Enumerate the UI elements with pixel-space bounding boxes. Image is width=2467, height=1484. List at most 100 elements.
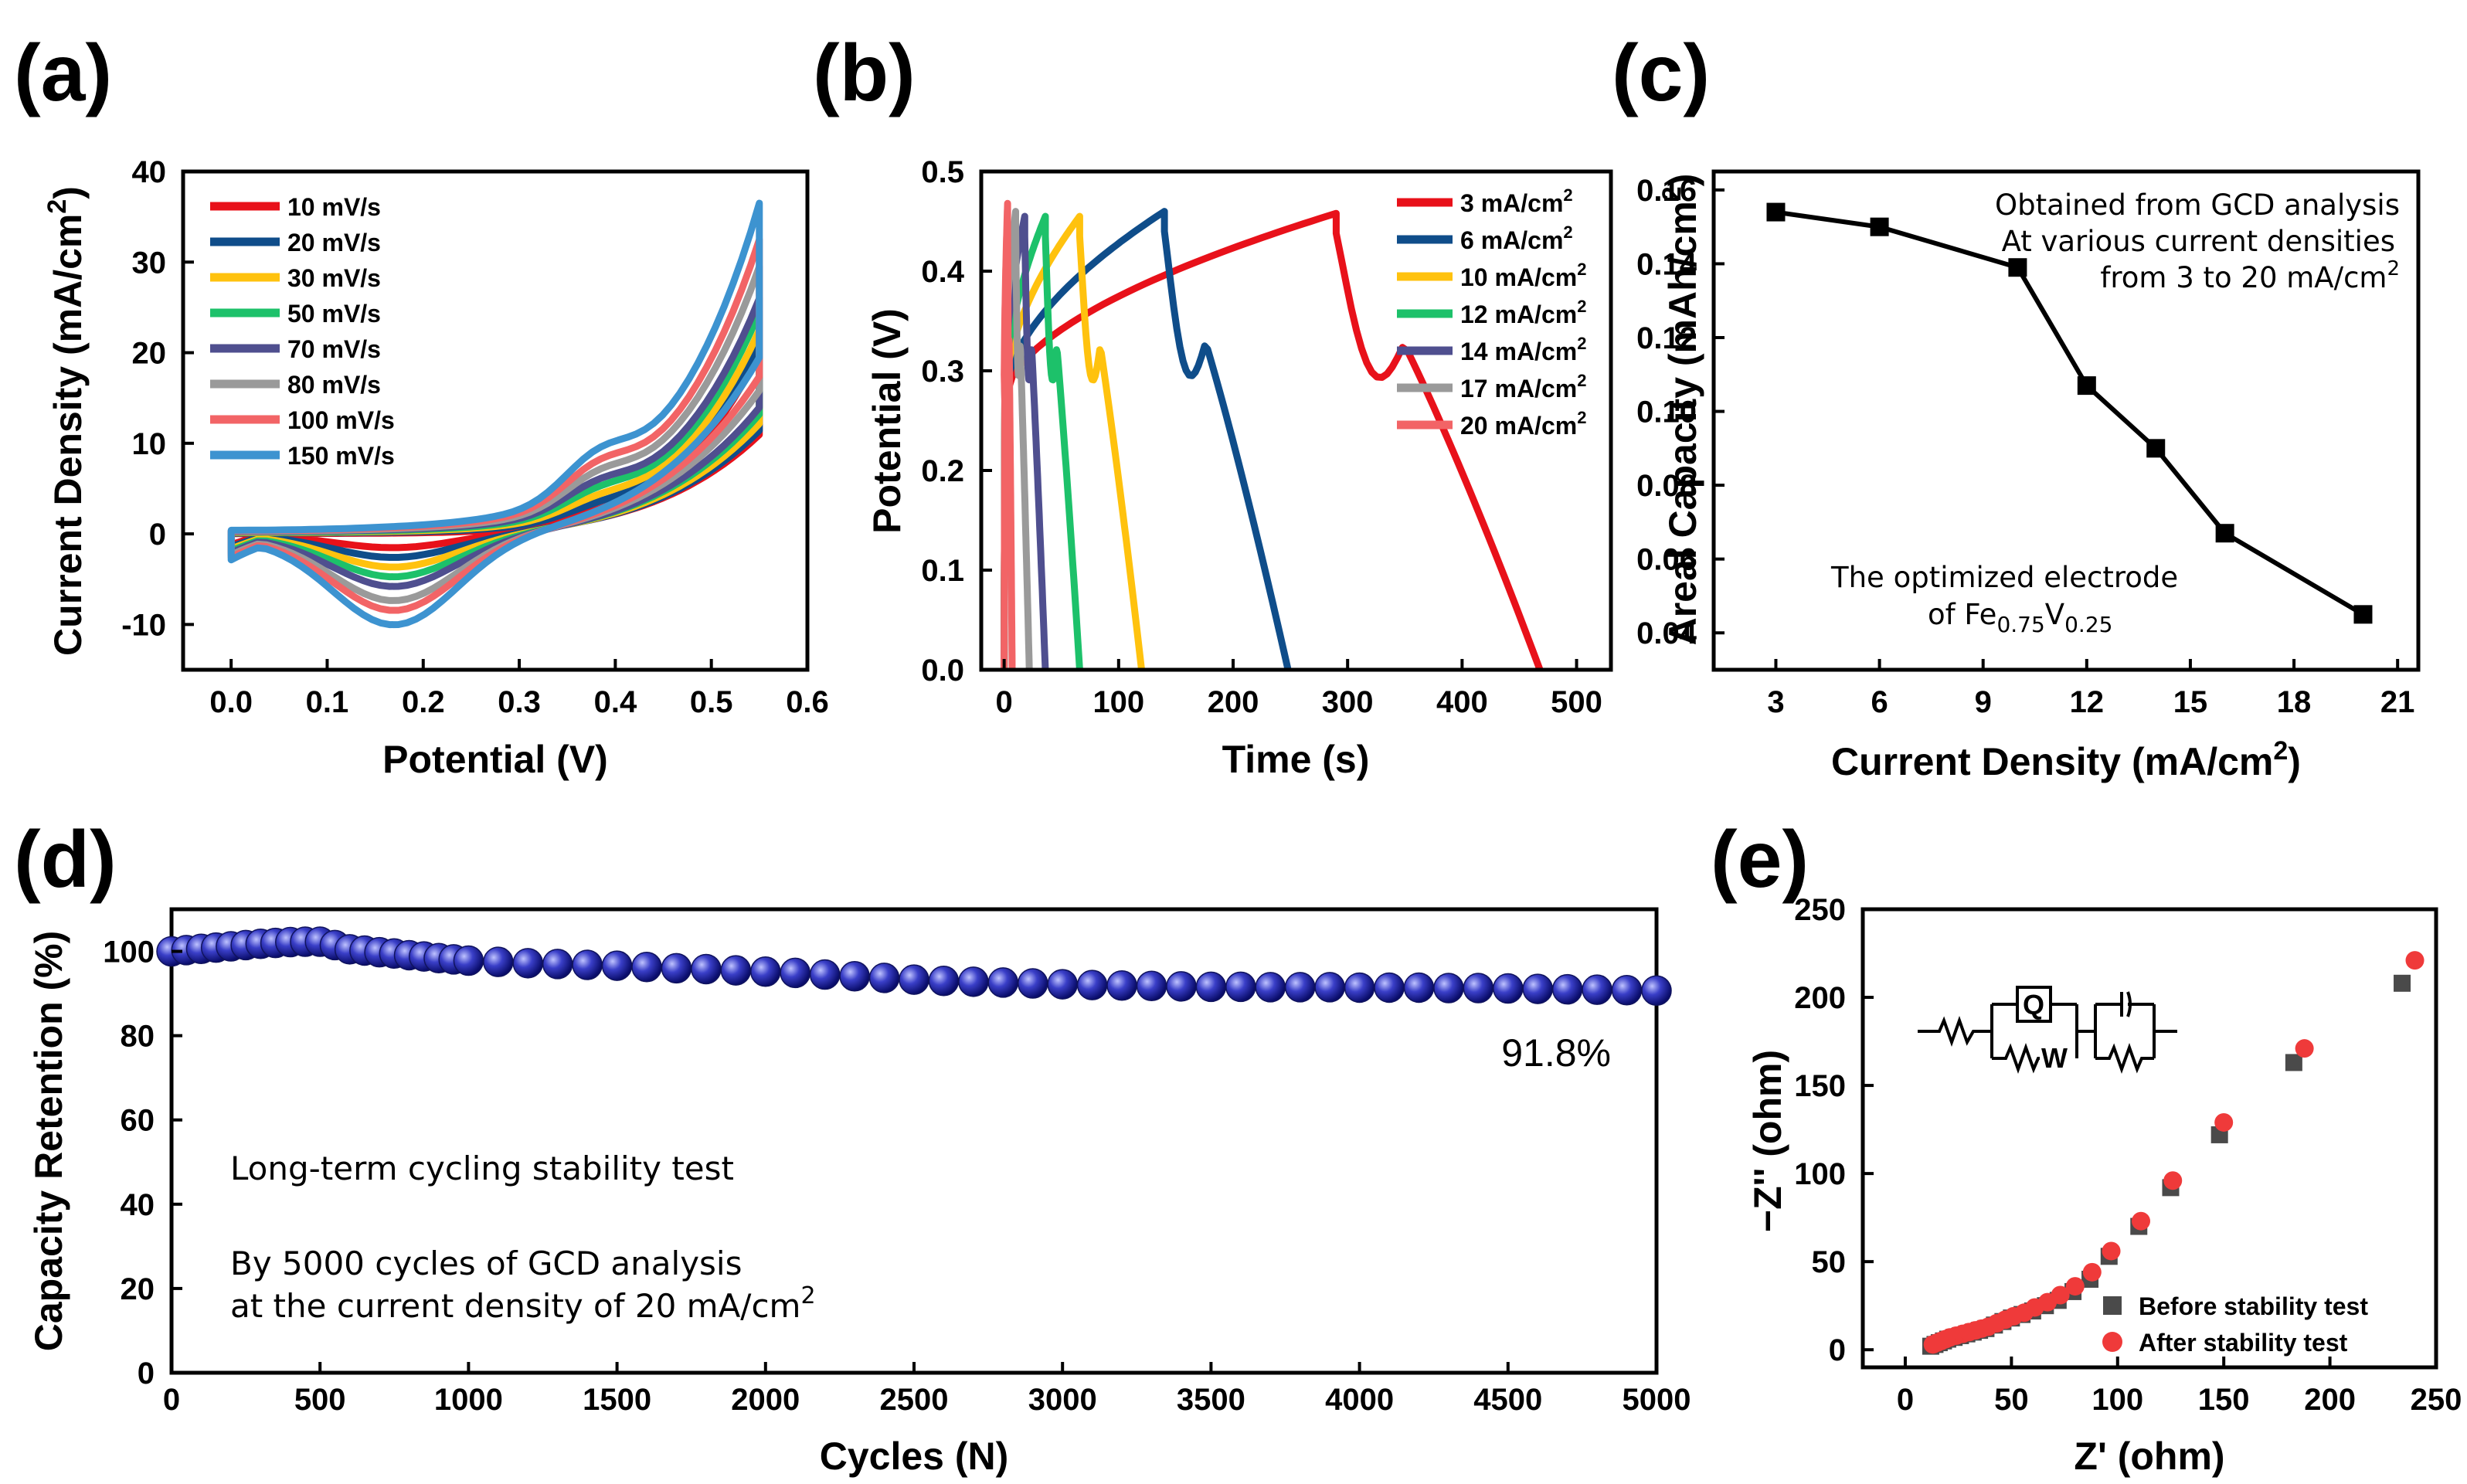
chart-b-ylabel: Potential (V) [865, 308, 909, 534]
chart-d-point [1463, 973, 1494, 1003]
chart-a-xtick-label: 0.2 [402, 685, 445, 719]
chart-d-annotation-line2: By 5000 cycles of GCD analysis [230, 1245, 742, 1282]
chart-e-xtick-label: 100 [2092, 1383, 2143, 1417]
chart-d-point [601, 950, 633, 981]
chart-c-ylabel: Areal Capacity (mAh/cm2) [1657, 174, 1704, 646]
circuit-w-label: W [2041, 1042, 2068, 1074]
chart-a-legend-label: 30 mV/s [287, 264, 381, 292]
chart-a-ytick-label: 20 [132, 337, 167, 371]
chart-c-annotation-line1: Obtained from GCD analysis [1995, 188, 2400, 222]
chart-b-xlabel: Time (s) [1222, 738, 1370, 781]
chart-a-legend-label: 20 mV/s [287, 229, 381, 256]
chart-d-xtick-label: 2000 [731, 1383, 800, 1417]
chart-d-point [928, 965, 960, 997]
chart-d-point [839, 960, 870, 992]
chart-d-ticks: 0 500 1000 1500 2000 2500 3000 3500 4000 4500 5000… [103, 936, 1691, 1417]
chart-e-point-after [2405, 951, 2425, 970]
chart-d-ytick-label: 100 [103, 936, 155, 970]
chart-d-final-label: 91.8% [1501, 1031, 1611, 1075]
chart-d-annotation-line3: at the current density of 20 mA/cm2 [230, 1282, 816, 1325]
chart-d-xtick-label: 1500 [583, 1383, 651, 1417]
chart-b-legend-label: 6 mA/cm2 [1460, 222, 1573, 254]
chart-b-legend-label: 17 mA/cm2 [1460, 371, 1586, 402]
chart-d-ytick-label: 80 [121, 1020, 155, 1054]
panel-label-a: (a) [14, 29, 112, 118]
panel-label-b: (b) [813, 29, 916, 118]
chart-a-curves [227, 199, 763, 629]
chart-d-point [1225, 971, 1256, 1003]
chart-d-point [868, 963, 900, 993]
chart-d-point [1344, 972, 1375, 1003]
chart-b-ytick-label: 0.2 [921, 454, 964, 488]
chart-e-point-after [2082, 1262, 2102, 1282]
chart-a-xtick-label: 0.4 [594, 685, 637, 719]
chart-e-point-after [2065, 1277, 2085, 1296]
chart-e-legend-marker [2102, 1332, 2122, 1352]
chart-a-xlabel: Potential (V) [382, 738, 608, 781]
chart-a-legend: 10 mV/s 20 mV/s 30 mV/s 50 mV/s 70 mV/s 80 mV… [210, 193, 395, 470]
chart-b-ytick-label: 0.3 [921, 355, 964, 389]
chart-c-annotation-line2: At various current densities [2002, 225, 2395, 258]
chart-b-xtick-label: 100 [1092, 685, 1144, 719]
chart-c-point [2353, 605, 2373, 624]
chart-d-point [1582, 974, 1612, 1005]
chart-c-xtick-label: 18 [2277, 685, 2312, 719]
chart-d-ytick-label: 60 [121, 1104, 155, 1138]
chart-c-point [2077, 376, 2096, 396]
chart-e-point-after [2102, 1241, 2121, 1261]
panel-label-d: (d) [14, 815, 117, 905]
chart-d-point [1403, 972, 1435, 1003]
chart-e-point-after [2214, 1112, 2234, 1132]
chart-c-point [1870, 217, 1889, 236]
chart-b-xtick-label: 500 [1551, 685, 1602, 719]
chart-e-legend-label: After stability test [2139, 1329, 2348, 1357]
chart-d-point [1076, 970, 1108, 1000]
chart-a-legend-label: 100 mV/s [287, 406, 395, 434]
chart-d-point [1641, 975, 1672, 1007]
chart-b-legend-label-sup: 2 [1577, 371, 1586, 390]
chart-c-xlabel: Current Density (mA/cm2) [1831, 736, 2301, 783]
chart-c-ytick-label: 0.04 [1636, 616, 1697, 650]
chart-c-point [1766, 202, 1786, 222]
chart-e-point-after [2132, 1211, 2151, 1231]
chart-d-xtick-label: 5000 [1623, 1383, 1691, 1417]
chart-d-point [661, 953, 692, 984]
chart-d-point [1493, 973, 1524, 1004]
chart-e-point-after [2163, 1171, 2183, 1190]
chart-d-ytick-label: 20 [121, 1272, 155, 1306]
chart-e-point-before [2394, 974, 2411, 992]
chart-e-xtick-label: 250 [2411, 1383, 2462, 1417]
chart-d-point [958, 966, 989, 997]
chart-e-xtick-label: 50 [1994, 1383, 2029, 1417]
chart-d-points [156, 926, 1672, 1007]
chart-a-legend-label: 70 mV/s [287, 335, 381, 363]
chart-d-xtick-label: 1000 [434, 1383, 503, 1417]
chart-b-xtick-label: 400 [1436, 685, 1488, 719]
chart-b-legend: 3 mA/cm2 6 mA/cm2 10 mA/cm2 12 mA/cm2 14 mA/… [1397, 185, 1586, 440]
chart-d-point [899, 964, 929, 995]
chart-a: 0.0 0.1 0.2 0.3 0.4 0.5 0.6 -10 0 10 20 30 40 Potent… [42, 155, 829, 781]
chart-c-curves [1766, 202, 2373, 624]
chart-b-legend-label-sup: 2 [1577, 297, 1586, 316]
chart-b-ticks: 0 100 200 300 400 500 0.0 0.1 0.2 0.3 0.4 0.5 [921, 155, 1602, 719]
chart-d-point [1047, 969, 1078, 1000]
chart-e-ylabel: −Z'' (ohm) [1746, 1050, 1789, 1232]
chart-d-point [1136, 970, 1167, 1002]
chart-a-ytick-label: 30 [132, 246, 167, 280]
chart-c-ytick-label: 0.08 [1636, 469, 1697, 503]
chart-b-series-line [1001, 208, 1292, 671]
chart-d-point [1374, 972, 1405, 1003]
chart-b-legend-label-sup: 2 [1563, 185, 1572, 205]
chart-d-point [750, 956, 781, 987]
chart-a-ytick-label: 0 [149, 518, 166, 552]
chart-d-xtick-label: 500 [294, 1383, 346, 1417]
chart-d-point [1522, 973, 1553, 1004]
chart-d-point [542, 949, 573, 980]
chart-d-point [453, 945, 484, 976]
chart-d-xtick-label: 3000 [1028, 1383, 1097, 1417]
chart-a-legend-label: 10 mV/s [287, 193, 381, 221]
chart-d-ytick-label: 40 [121, 1188, 155, 1222]
panel-label-c: (c) [1612, 29, 1710, 118]
